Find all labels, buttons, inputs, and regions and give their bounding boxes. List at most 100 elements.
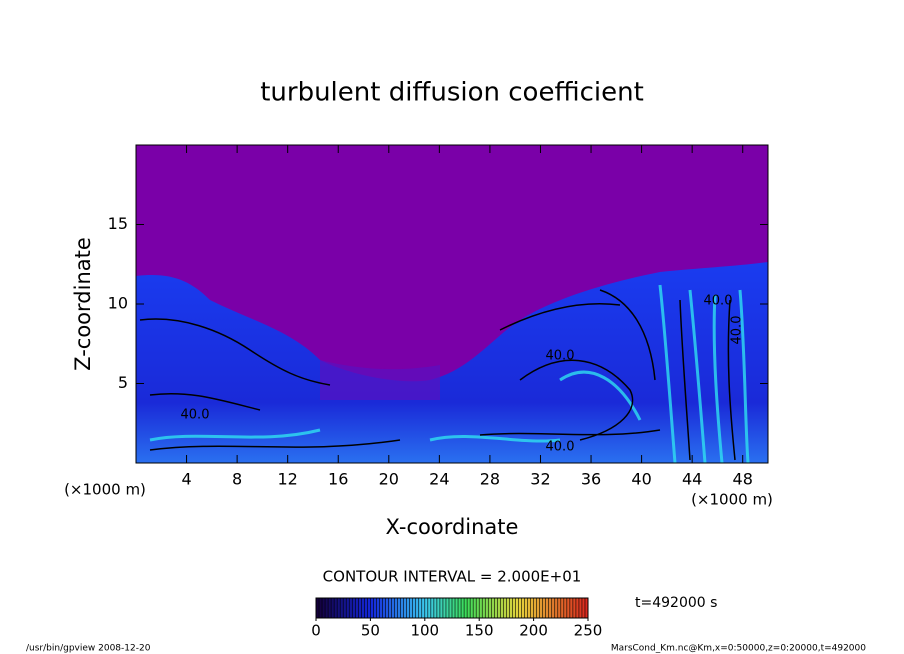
colorbar-cell bbox=[343, 598, 347, 618]
colorbar-cell bbox=[415, 598, 420, 618]
colorbar-cell bbox=[461, 598, 465, 618]
colorbar-cell bbox=[482, 598, 486, 618]
colorbar-cell bbox=[394, 598, 399, 618]
x-tick-label: 24 bbox=[429, 470, 449, 489]
chart-title: turbulent diffusion coefficient bbox=[260, 78, 644, 108]
colorbar-cell bbox=[479, 598, 483, 618]
colorbar-cell bbox=[319, 598, 323, 618]
colorbar-cell bbox=[337, 598, 341, 618]
contour-label: 40.0 bbox=[181, 408, 210, 423]
colorbar-cell bbox=[575, 598, 580, 618]
x-tick-label: 4 bbox=[181, 470, 191, 489]
colorbar-cell bbox=[515, 598, 519, 618]
colorbar-cell bbox=[584, 598, 589, 618]
colorbar-cell bbox=[545, 598, 550, 618]
x-tick-label: 16 bbox=[328, 470, 348, 489]
contour-interval: CONTOUR INTERVAL = 2.000E+01 bbox=[323, 568, 582, 586]
contour-label: 40.0 bbox=[546, 440, 575, 455]
colorbar-cell bbox=[430, 598, 435, 618]
colorbar-cell bbox=[533, 598, 538, 618]
colorbar-cell bbox=[527, 598, 532, 618]
colorbar-cell bbox=[464, 598, 468, 618]
time-label: t=492000 s bbox=[635, 595, 717, 611]
colorbar-cell bbox=[521, 598, 526, 618]
colorbar-tick-label: 0 bbox=[311, 622, 321, 640]
colorbar-cell bbox=[352, 598, 356, 618]
colorbar-cell bbox=[470, 598, 474, 618]
colorbar-cell bbox=[569, 598, 574, 618]
colorbar-cell bbox=[436, 598, 441, 618]
x-unit-label: (×1000 m) bbox=[691, 491, 773, 509]
footer-right: MarsCond_Km.nc@Km,x=0:50000,z=0:20000,t=… bbox=[611, 644, 866, 654]
x-tick-label: 44 bbox=[682, 470, 702, 489]
colorbar-tick-label: 50 bbox=[361, 622, 380, 640]
colorbar-cell bbox=[500, 598, 504, 618]
colorbar-tick-label: 100 bbox=[410, 622, 439, 640]
x-tick-label: 48 bbox=[733, 470, 753, 489]
x-tick-label: 8 bbox=[232, 470, 242, 489]
colorbar-cell bbox=[485, 598, 489, 618]
colorbar-cell bbox=[400, 598, 405, 618]
colorbar-cell bbox=[548, 598, 553, 618]
footer-left: /usr/bin/gpview 2008-12-20 bbox=[26, 644, 151, 654]
y-unit-label: (×1000 m) bbox=[64, 481, 146, 499]
colorbar-cell bbox=[458, 598, 462, 618]
x-tick-label: 36 bbox=[581, 470, 601, 489]
colorbar-cell bbox=[452, 598, 456, 618]
colorbar-cell bbox=[397, 598, 402, 618]
colorbar-tick-label: 250 bbox=[574, 622, 603, 640]
colorbar-cell bbox=[467, 598, 471, 618]
colorbar-cell bbox=[473, 598, 477, 618]
colorbar-cell bbox=[491, 598, 495, 618]
colorbar-cell bbox=[445, 598, 450, 618]
colorbar-cell bbox=[376, 598, 380, 618]
colorbar-cell bbox=[442, 598, 447, 618]
colorbar-cell bbox=[494, 598, 498, 618]
field bbox=[136, 145, 768, 463]
colorbar-cell bbox=[322, 598, 326, 618]
colorbar-cell bbox=[361, 598, 365, 618]
colorbar-cell bbox=[349, 598, 353, 618]
colorbar-cell bbox=[340, 598, 344, 618]
colorbar-cell bbox=[367, 598, 371, 618]
colorbar-cell bbox=[388, 598, 393, 618]
colorbar-cell bbox=[346, 598, 350, 618]
colorbar-cell bbox=[373, 598, 377, 618]
colorbar-cell bbox=[328, 598, 332, 618]
x-tick-label: 32 bbox=[530, 470, 550, 489]
x-tick-label: 12 bbox=[278, 470, 298, 489]
y-tick-label: 5 bbox=[118, 373, 128, 392]
contour-label: 40.0 bbox=[704, 294, 733, 309]
colorbar-cell bbox=[572, 598, 577, 618]
colorbar-cell bbox=[578, 598, 583, 618]
colorbar-cell bbox=[334, 598, 338, 618]
colorbar-cell bbox=[448, 598, 453, 618]
colorbar-cell bbox=[433, 598, 438, 618]
colorbar-cell bbox=[551, 598, 556, 618]
colorbar-cell bbox=[409, 598, 414, 618]
colorbar-cell bbox=[536, 598, 541, 618]
colorbar-cell bbox=[370, 598, 374, 618]
colorbar-cell bbox=[581, 598, 586, 618]
colorbar-frame bbox=[315, 597, 589, 619]
colorbar-cell bbox=[524, 598, 529, 618]
colorbar-cell bbox=[385, 598, 390, 618]
x-tick-label: 40 bbox=[631, 470, 651, 489]
colorbar-cell bbox=[512, 598, 516, 618]
colorbar-cell bbox=[497, 598, 501, 618]
colorbar-cell bbox=[455, 598, 459, 618]
colorbar-cell bbox=[403, 598, 408, 618]
colorbar-cell bbox=[518, 598, 523, 618]
colorbar-cell bbox=[563, 598, 568, 618]
colorbar-cell bbox=[427, 598, 432, 618]
colorbar-cell bbox=[406, 598, 411, 618]
colorbar-cell bbox=[391, 598, 396, 618]
y-tick-label: 15 bbox=[108, 214, 128, 233]
colorbar-tick-label: 200 bbox=[519, 622, 548, 640]
colorbar-cell bbox=[331, 598, 335, 618]
colorbar-cell bbox=[542, 598, 547, 618]
colorbar-cell bbox=[439, 598, 444, 618]
x-tick-label: 28 bbox=[480, 470, 500, 489]
colorbar-cell bbox=[424, 598, 429, 618]
colorbar-cell bbox=[566, 598, 571, 618]
